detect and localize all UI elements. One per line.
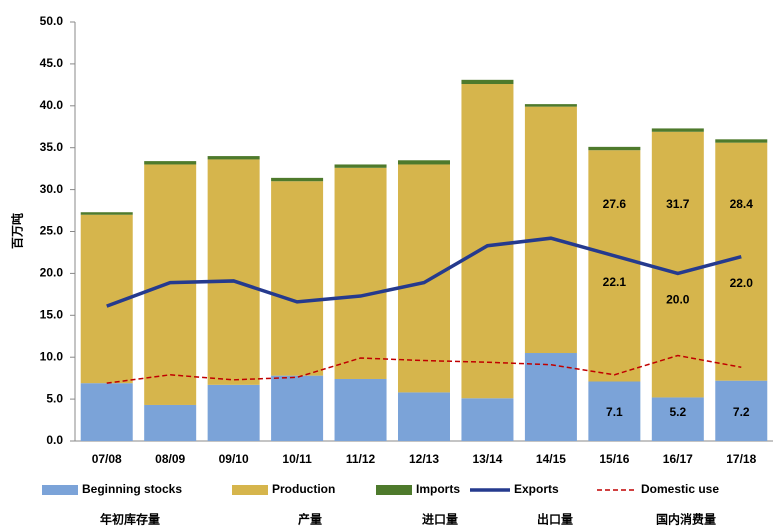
bar-segment — [207, 159, 260, 385]
legend-label: Exports — [514, 482, 559, 496]
legend-subtitle: 产量 — [298, 512, 322, 527]
x-tick-label: 17/18 — [726, 452, 756, 466]
bar-segment — [651, 131, 704, 398]
domestic-use-line — [106, 354, 742, 384]
legend-subtitle: 出口量 — [537, 512, 573, 527]
bar-segment — [334, 164, 387, 168]
data-label: 22.1 — [603, 275, 627, 289]
y-tick-label: 45.0 — [40, 56, 64, 70]
x-tick-label: 16/17 — [663, 452, 693, 466]
bar-segment — [271, 375, 324, 441]
y-tick-label: 10.0 — [40, 349, 64, 363]
x-tick-label: 13/14 — [472, 452, 502, 466]
y-tick-label: 25.0 — [40, 224, 64, 238]
legend-swatch — [42, 485, 78, 495]
bar-segment — [80, 383, 133, 441]
y-axis-label: 百万吨 — [10, 213, 25, 249]
bar-segment — [144, 161, 197, 165]
legend-label: Beginning stocks — [82, 482, 182, 496]
bar-segment — [524, 106, 577, 354]
bar-segment — [461, 79, 514, 85]
data-label: 7.1 — [606, 405, 623, 419]
y-tick-label: 30.0 — [40, 182, 64, 196]
exports-line — [106, 236, 742, 308]
bar-segment — [398, 160, 450, 165]
bar-segment — [524, 353, 577, 441]
legend-subtitle: 年初库存量 — [100, 512, 160, 527]
bar-segment — [588, 146, 641, 151]
legend-label: Imports — [416, 482, 460, 496]
y-tick-label: 40.0 — [40, 98, 64, 112]
x-tick-label: 12/13 — [409, 452, 439, 466]
bar-segment — [715, 139, 768, 143]
bar-segment — [524, 104, 577, 107]
bar-segment — [651, 397, 704, 441]
bar-segment — [334, 378, 387, 441]
bar-segment — [207, 384, 260, 441]
legend-swatch — [376, 485, 412, 495]
legend-subtitle: 国内消费量 — [656, 512, 716, 527]
data-label: 5.2 — [669, 405, 686, 419]
bar-segment — [588, 381, 641, 441]
y-tick-label: 20.0 — [40, 266, 64, 280]
x-tick-label: 11/12 — [346, 452, 376, 466]
data-label: 20.0 — [666, 293, 690, 307]
bar-segment — [144, 404, 197, 441]
bar-segment — [715, 380, 768, 441]
x-tick-label: 15/16 — [599, 452, 629, 466]
x-tick-label: 07/08 — [92, 452, 122, 466]
x-tick-label: 10/11 — [282, 452, 312, 466]
legend-swatch — [232, 485, 268, 495]
bar-segment — [461, 84, 514, 399]
data-label: 27.6 — [603, 197, 627, 211]
bar-segment — [461, 398, 514, 441]
bar-segment — [207, 156, 260, 160]
x-tick-label: 14/15 — [536, 452, 566, 466]
x-tick-label: 08/09 — [155, 452, 185, 466]
y-tick-label: 50.0 — [40, 14, 64, 28]
bar-segment — [144, 164, 197, 405]
bar-segment — [588, 150, 641, 382]
bar-segment — [271, 177, 324, 182]
y-tick-label: 0.0 — [46, 433, 63, 447]
bar-segment — [80, 212, 133, 215]
data-label: 7.2 — [733, 405, 750, 419]
bar-segment — [334, 167, 387, 379]
bar-segment — [271, 181, 324, 376]
y-tick-label: 15.0 — [40, 307, 64, 321]
legend-label: Production — [272, 482, 335, 496]
bar-segment — [398, 164, 450, 393]
legend-subtitle: 进口量 — [422, 512, 458, 527]
y-tick-label: 35.0 — [40, 140, 64, 154]
bar-segment — [398, 392, 450, 441]
x-tick-label: 09/10 — [219, 452, 249, 466]
legend-label: Domestic use — [641, 482, 719, 496]
data-label: 28.4 — [730, 197, 754, 211]
data-label: 22.0 — [730, 276, 754, 290]
y-tick-label: 5.0 — [46, 391, 63, 405]
bar-segment — [651, 128, 704, 132]
data-label: 31.7 — [666, 197, 690, 211]
